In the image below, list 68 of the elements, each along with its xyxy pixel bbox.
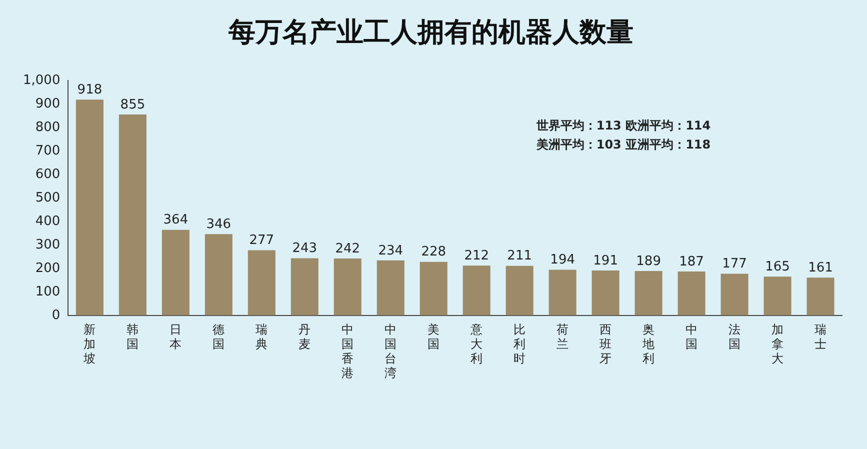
x-tick-label: 中国台湾: [384, 322, 397, 380]
x-tick-label: 中国: [686, 322, 698, 352]
data-label: 165: [765, 260, 790, 274]
data-label: 855: [120, 97, 146, 112]
data-label: 243: [292, 241, 318, 256]
bar: [248, 250, 276, 316]
y-tick-label: 900: [35, 96, 60, 112]
x-tick-label: 意大利: [470, 322, 483, 366]
x-tick-label: 法国: [728, 322, 741, 352]
x-tick-label: 丹麦: [298, 322, 311, 352]
y-tick-label: 600: [35, 166, 60, 182]
bar: [506, 266, 534, 316]
bar: [548, 270, 576, 316]
chart-title: 每万名产业工人拥有的机器人数量: [228, 17, 634, 48]
y-tick-label: 400: [35, 214, 60, 229]
bar: [376, 260, 404, 316]
x-tick-label: 奥地利: [642, 322, 655, 366]
bar: [420, 262, 448, 316]
y-tick-label: 100: [35, 284, 60, 300]
annotation: 世界平均：113 欧洲平均：114: [535, 118, 711, 133]
bar: [290, 258, 318, 316]
y-tick-label: 500: [35, 190, 60, 206]
x-tick-label: 西班牙: [600, 322, 612, 366]
x-tick-label: 新加坡: [82, 322, 96, 366]
bar: [806, 278, 834, 316]
data-label: 364: [163, 212, 188, 228]
annotation: 美洲平均：103 亚洲平均：118: [535, 138, 711, 152]
y-tick-label: 300: [35, 237, 60, 252]
x-tick-label: 美国: [428, 322, 440, 352]
data-label: 918: [77, 82, 102, 98]
x-tick-label: 比利时: [514, 322, 526, 366]
x-tick-label: 德国: [212, 322, 225, 352]
bar: [678, 271, 706, 316]
x-tick-label: 韩国: [126, 322, 139, 352]
x-tick-label: 瑞士: [814, 322, 827, 352]
x-tick-label: 瑞典: [256, 322, 268, 352]
x-tick-label: 荷兰: [556, 322, 569, 352]
y-tick-label: 0: [52, 308, 60, 323]
data-label: 189: [636, 254, 661, 269]
data-label: 228: [421, 244, 446, 260]
y-tick-label: 700: [35, 143, 60, 158]
bar: [334, 258, 362, 316]
bar: [720, 274, 748, 316]
data-label: 346: [206, 216, 232, 232]
data-label: 211: [507, 248, 532, 264]
data-label: 277: [249, 233, 274, 248]
data-label: 194: [550, 252, 575, 268]
bar: [592, 270, 620, 316]
data-label: 187: [679, 254, 704, 270]
bar: [764, 276, 792, 316]
bar: [204, 234, 232, 316]
bar: [634, 270, 662, 316]
x-tick-label: 日本: [170, 322, 182, 352]
data-label: 161: [808, 260, 833, 276]
bar: [76, 100, 104, 316]
y-tick-label: 800: [35, 120, 60, 135]
data-label: 242: [335, 241, 360, 256]
data-label: 234: [378, 243, 404, 258]
data-label: 191: [593, 253, 618, 268]
data-label: 177: [722, 256, 747, 272]
y-tick-label: 1,000: [23, 72, 60, 88]
bar: [118, 114, 146, 316]
x-tick-label: 加拿大: [772, 322, 784, 366]
bar: [462, 266, 490, 316]
data-label: 212: [464, 248, 490, 264]
x-tick-label: 中国香港: [342, 322, 354, 380]
bar: [162, 230, 190, 316]
y-tick-label: 200: [35, 260, 60, 276]
